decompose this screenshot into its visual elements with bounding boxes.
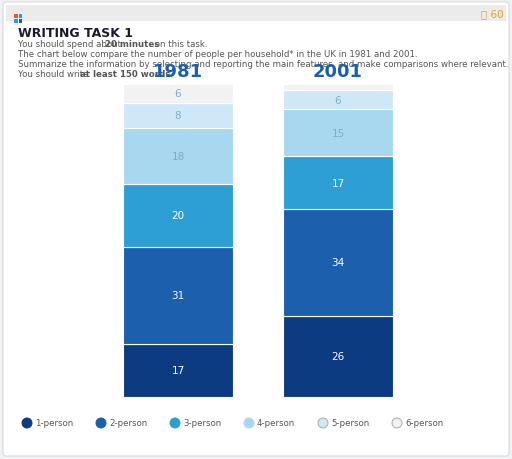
Bar <box>123 247 233 344</box>
Text: at least 150 words: at least 150 words <box>80 70 170 79</box>
Text: 4-person: 4-person <box>257 419 295 428</box>
Bar <box>283 210 393 316</box>
Circle shape <box>244 418 254 428</box>
Text: 1-person: 1-person <box>35 419 73 428</box>
Text: 3-person: 3-person <box>183 419 221 428</box>
Bar <box>6 6 506 22</box>
Text: 18: 18 <box>172 151 185 162</box>
Text: Summarize the information by selecting and reporting the main features, and make: Summarize the information by selecting a… <box>18 60 508 69</box>
Text: 6: 6 <box>335 95 342 106</box>
Text: .: . <box>153 70 156 79</box>
Bar <box>18 15 23 19</box>
Text: 5-person: 5-person <box>331 419 369 428</box>
Text: 20: 20 <box>172 211 184 221</box>
Bar <box>14 20 18 23</box>
Circle shape <box>392 418 402 428</box>
Circle shape <box>318 418 328 428</box>
FancyBboxPatch shape <box>3 3 509 456</box>
Text: 6: 6 <box>175 89 181 99</box>
Circle shape <box>170 418 180 428</box>
Bar <box>283 85 393 91</box>
Text: WRITING TASK 1: WRITING TASK 1 <box>18 27 133 40</box>
Text: You should spend about: You should spend about <box>18 40 124 49</box>
Bar <box>283 91 393 110</box>
Bar <box>283 110 393 157</box>
Text: You should write: You should write <box>18 70 91 79</box>
Text: 26: 26 <box>331 352 345 362</box>
Text: 2001: 2001 <box>313 63 363 81</box>
Text: 34: 34 <box>331 258 345 268</box>
Text: 15: 15 <box>331 128 345 138</box>
Bar <box>123 104 233 129</box>
Text: 17: 17 <box>331 178 345 188</box>
Text: The chart below compare the number of people per household* in the UK in 1981 an: The chart below compare the number of pe… <box>18 50 418 59</box>
Bar <box>18 20 23 23</box>
Bar <box>283 316 393 397</box>
Text: 6-person: 6-person <box>405 419 443 428</box>
Text: 31: 31 <box>172 291 185 301</box>
Text: 2-person: 2-person <box>109 419 147 428</box>
Bar <box>123 85 233 104</box>
Text: 8: 8 <box>175 111 181 121</box>
Bar <box>123 344 233 397</box>
Bar <box>123 129 233 185</box>
Text: ⏱ 60: ⏱ 60 <box>481 9 504 19</box>
Text: 1981: 1981 <box>153 63 203 81</box>
Text: on this task.: on this task. <box>152 40 207 49</box>
Circle shape <box>22 418 32 428</box>
Text: 17: 17 <box>172 366 185 375</box>
Circle shape <box>96 418 106 428</box>
Text: 20 minutes: 20 minutes <box>105 40 159 49</box>
Bar <box>123 185 233 247</box>
Bar <box>283 157 393 210</box>
Bar <box>14 15 18 19</box>
